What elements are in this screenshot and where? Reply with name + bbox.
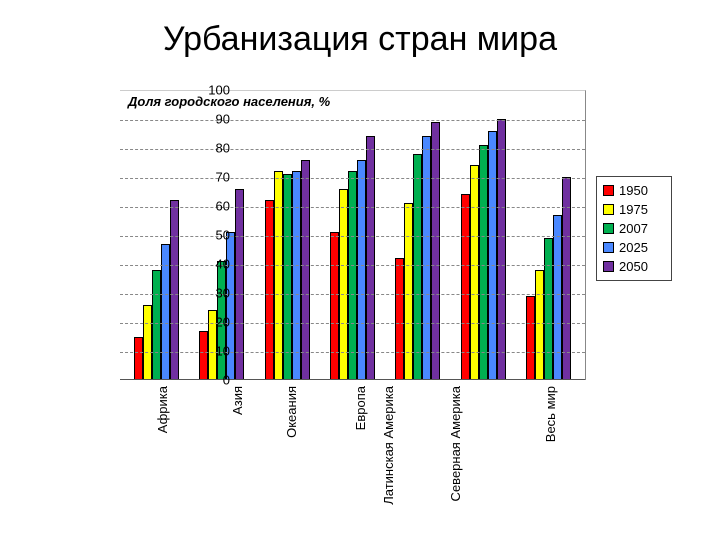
page-title: Урбанизация стран мира (0, 0, 720, 59)
gridline (120, 236, 585, 237)
bar (199, 331, 208, 380)
y-tick-label: 30 (216, 286, 230, 301)
bar (413, 154, 422, 380)
gridline (120, 178, 585, 179)
y-tick-label: 90 (216, 112, 230, 127)
bar (526, 296, 535, 380)
legend-swatch (603, 185, 614, 196)
bar (404, 203, 413, 380)
legend: 1950 1975 2007 2025 2050 (596, 176, 672, 281)
bar (479, 145, 488, 380)
bar (488, 131, 497, 380)
bar (422, 136, 431, 380)
chart-subtitle: Доля городского населения, % (128, 94, 330, 109)
x-tick-label: Весь мир (543, 386, 663, 442)
gridline (120, 207, 585, 208)
chart-container: Доля городского населения, % 01020304050… (72, 90, 702, 520)
legend-swatch (603, 204, 614, 215)
bar (274, 171, 283, 380)
gridline (120, 120, 585, 121)
legend-swatch (603, 242, 614, 253)
y-tick-label: 80 (216, 141, 230, 156)
bar (134, 337, 143, 381)
legend-label: 1975 (619, 202, 648, 217)
legend-item: 2007 (601, 219, 667, 238)
gridline (120, 294, 585, 295)
legend-item: 1950 (601, 181, 667, 200)
y-tick-label: 50 (216, 228, 230, 243)
bar (292, 171, 301, 380)
bar (497, 119, 506, 380)
bar (283, 174, 292, 380)
bar (265, 200, 274, 380)
bar (357, 160, 366, 380)
bar (431, 122, 440, 380)
plot-area (120, 90, 586, 380)
gridline (120, 352, 585, 353)
bar (301, 160, 310, 380)
legend-label: 2025 (619, 240, 648, 255)
gridline (120, 265, 585, 266)
gridline (120, 323, 585, 324)
y-tick-label: 40 (216, 257, 230, 272)
legend-item: 1975 (601, 200, 667, 219)
bar (470, 165, 479, 380)
bar (553, 215, 562, 380)
gridline (120, 149, 585, 150)
bar (143, 305, 152, 380)
legend-swatch (603, 223, 614, 234)
bar (535, 270, 544, 380)
legend-label: 2007 (619, 221, 648, 236)
y-tick-label: 10 (216, 344, 230, 359)
bar (152, 270, 161, 380)
bar (366, 136, 375, 380)
bar (395, 258, 404, 380)
x-axis-labels: АфрикаАзияОкеанияЕвропаЛатинская Америка… (120, 384, 586, 504)
legend-swatch (603, 261, 614, 272)
y-tick-label: 70 (216, 170, 230, 185)
legend-item: 2050 (601, 257, 667, 276)
y-tick-label: 60 (216, 199, 230, 214)
bar (170, 200, 179, 380)
legend-label: 1950 (619, 183, 648, 198)
bar (348, 171, 357, 380)
y-tick-label: 20 (216, 315, 230, 330)
bar (330, 232, 339, 380)
legend-label: 2050 (619, 259, 648, 274)
legend-item: 2025 (601, 238, 667, 257)
bar (544, 238, 553, 380)
